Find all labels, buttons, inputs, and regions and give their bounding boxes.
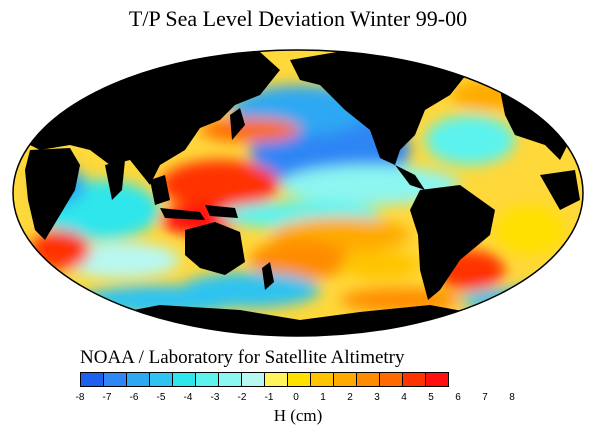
colorbar-tick-label: -3 <box>210 392 220 403</box>
land-india <box>105 160 125 200</box>
colorbar-swatch <box>218 372 242 387</box>
globe-outline <box>12 49 584 337</box>
land-africa <box>25 148 80 240</box>
colorbar-swatch <box>195 372 219 387</box>
colorbar-swatch <box>356 372 380 387</box>
colorbar-ticks: -8 -7 -6 -5 -4 -3 -2 -1 0 1 2 3 4 5 6 7 8 <box>76 392 515 406</box>
colorbar-swatch <box>172 372 196 387</box>
colorbar-swatch <box>287 372 311 387</box>
land-australia <box>185 222 245 275</box>
colorbar-tick-label: 4 <box>401 392 407 403</box>
colorbar-tick-label: 7 <box>482 392 488 403</box>
map-title: T/P Sea Level Deviation Winter 99-00 <box>128 6 468 31</box>
colorbar-tick-label: 5 <box>428 392 434 403</box>
colorbar-tick-label: 3 <box>374 392 380 403</box>
colorbar-unit-label: H (cm) <box>273 406 323 425</box>
colorbar-tick-label: -4 <box>183 392 193 403</box>
colorbar-tick-label: -7 <box>102 392 112 403</box>
colorbar-tick-label: 8 <box>509 392 515 403</box>
credit-label: NOAA / Laboratory for Satellite Altimetr… <box>80 347 405 368</box>
colorbar-swatch <box>425 372 449 387</box>
colorbar-swatch <box>241 372 265 387</box>
colorbar-swatch <box>264 372 288 387</box>
colorbar-tick-label: 1 <box>320 392 326 403</box>
colorbar-tick-label: -5 <box>156 392 166 403</box>
colorbar-tick-label: -1 <box>264 392 274 403</box>
colorbar-swatch <box>149 372 173 387</box>
anomaly-south-pacific <box>250 240 350 280</box>
land-south-america <box>410 185 495 300</box>
colorbar-tick-label: -8 <box>75 392 85 403</box>
colorbar-tick-label: 2 <box>347 392 353 403</box>
colorbar-swatch <box>103 372 127 387</box>
colorbar-swatch <box>379 372 403 387</box>
anomaly-north-atlantic <box>425 115 515 165</box>
anomaly-west-pacific <box>160 160 280 210</box>
colorbar-swatch <box>333 372 357 387</box>
colorbar-tick-label: 0 <box>293 392 299 403</box>
land-north-america <box>290 50 470 165</box>
colorbar-swatch <box>126 372 150 387</box>
colorbar-tick-label: 6 <box>455 392 461 403</box>
colorbar-tick-label: -2 <box>237 392 247 403</box>
colorbar <box>80 372 449 387</box>
colorbar-swatch <box>310 372 334 387</box>
colorbar-swatch <box>402 372 426 387</box>
colorbar-swatch <box>80 372 104 387</box>
colorbar-tick-label: -6 <box>129 392 139 403</box>
